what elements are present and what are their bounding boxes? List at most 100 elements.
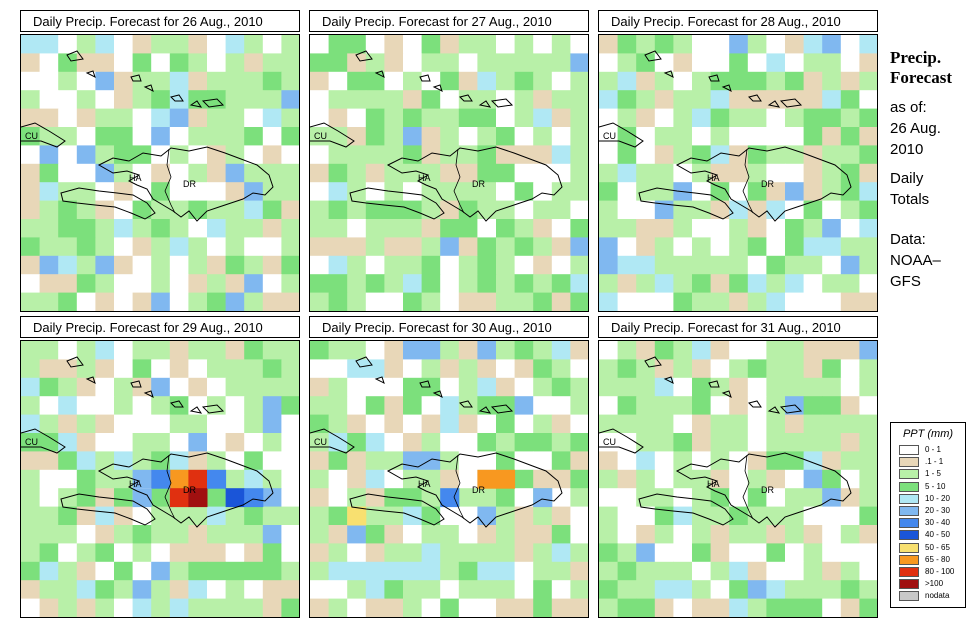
legend-label: 80 - 100: [925, 566, 955, 576]
precip-grid-cell: [207, 414, 227, 434]
precip-grid-cell: [458, 274, 478, 294]
precip-grid-cell: [840, 53, 860, 73]
precip-grid-cell: [785, 543, 805, 563]
precip-grid-cell: [496, 469, 516, 489]
precip-grid-cell: [458, 341, 478, 360]
precip-grid-cell: [599, 506, 619, 526]
precip-grid-cell: [188, 219, 208, 238]
precip-grid-cell: [440, 145, 460, 165]
precip-grid-cell: [151, 163, 171, 183]
precip-grid-cell: [692, 71, 712, 91]
precip-grid-cell: [570, 200, 588, 220]
precip-grid-cell: [533, 274, 553, 294]
precip-grid-cell: [514, 396, 534, 416]
precip-grid-cell: [859, 53, 877, 73]
precip-grid-cell: [496, 525, 516, 544]
precip-grid-cell: [840, 182, 860, 202]
precip-grid-cell: [766, 292, 786, 311]
precip-grid-cell: [225, 341, 245, 360]
precip-grid-cell: [599, 274, 619, 294]
precip-grid-cell: [477, 163, 497, 183]
precip-grid-cell: [365, 561, 385, 581]
precip-grid-cell: [262, 127, 282, 146]
precip-grid-cell: [803, 561, 823, 581]
country-border: [164, 454, 176, 520]
precip-grid-cell: [766, 200, 786, 220]
precip-grid-cell: [533, 433, 553, 452]
precip-grid-cell: [365, 163, 385, 183]
precip-grid-cell: [458, 377, 478, 397]
precip-grid-cell: [822, 580, 842, 600]
precip-grid-cell: [403, 108, 423, 128]
precip-grid-cell: [225, 525, 245, 544]
precip-grid-cell: [859, 90, 877, 110]
precip-grid-cell: [114, 237, 134, 257]
precip-grid-cell: [21, 145, 41, 165]
precip-grid-cell: [496, 580, 516, 600]
precip-grid-cell: [132, 182, 152, 202]
precip-grid-cell: [328, 414, 348, 434]
precip-grid-cell: [39, 255, 59, 275]
precip-grid-cell: [21, 341, 41, 360]
legend-item: .1 - 1: [899, 456, 965, 468]
precip-grid-cell: [496, 71, 516, 91]
legend-label: 40 - 50: [925, 530, 950, 540]
precip-grid-cell: [570, 561, 588, 581]
precip-grid-cell: [421, 561, 441, 581]
legend-swatch: [899, 481, 919, 492]
precip-grid-cell: [151, 53, 171, 73]
precip-grid-cell: [599, 255, 619, 275]
precip-grid-cell: [859, 543, 877, 563]
precip-grid-cell: [766, 396, 786, 416]
precip-grid-cell: [244, 414, 264, 434]
precip-grid-cell: [151, 506, 171, 526]
precip-grid-cell: [747, 341, 767, 360]
precip-grid-cell: [347, 469, 367, 489]
precip-grid-cell: [440, 377, 460, 397]
precip-grid-cell: [384, 274, 404, 294]
precip-grid-cell: [747, 396, 767, 416]
precip-grid-cell: [188, 71, 208, 91]
precip-grid-cell: [496, 108, 516, 128]
precip-grid-cell: [803, 433, 823, 452]
precip-grid-cell: [859, 396, 877, 416]
precip-map-canvas: CU HA DR: [310, 341, 588, 617]
precip-grid-cell: [533, 163, 553, 183]
precip-grid-cell: [132, 433, 152, 452]
precip-grid-cell: [328, 598, 348, 617]
side-title-line: Precip.: [890, 48, 942, 67]
precip-grid-cell: [477, 341, 497, 360]
precip-grid-cell: [673, 53, 693, 73]
precip-grid-cell: [310, 182, 330, 202]
precip-grid-cell: [151, 377, 171, 397]
precip-grid-cell: [440, 469, 460, 489]
precip-grid-cell: [747, 506, 767, 526]
precip-grid-cell: [692, 543, 712, 563]
precip-grid-cell: [244, 580, 264, 600]
precip-grid-cell: [132, 292, 152, 311]
precip-grid-cell: [347, 451, 367, 471]
precip-grid-cell: [551, 359, 571, 379]
legend-label: .1 - 1: [925, 457, 944, 467]
precip-grid-cell: [188, 341, 208, 360]
precip-grid-cell: [710, 414, 730, 434]
precip-grid-cell: [729, 488, 749, 508]
precip-map-canvas: CU HA DR: [599, 35, 877, 311]
country-label: DR: [183, 485, 196, 495]
precip-grid-cell: [440, 237, 460, 257]
precip-grid-cell: [440, 163, 460, 183]
precip-grid-cell: [729, 506, 749, 526]
precip-grid-cell: [617, 182, 637, 202]
precip-grid-cell: [785, 237, 805, 257]
precip-grid-cell: [76, 71, 96, 91]
precip-grid-cell: [244, 469, 264, 489]
precip-grid-cell: [477, 359, 497, 379]
coastline: [21, 122, 66, 148]
precip-grid-cell: [636, 543, 656, 563]
precip-grid-cell: [21, 506, 41, 526]
precip-grid-cell: [347, 433, 367, 452]
coastline: [386, 146, 563, 222]
precip-grid-cell: [785, 580, 805, 600]
precip-grid-cell: [533, 90, 553, 110]
precip-grid-cell: [785, 377, 805, 397]
